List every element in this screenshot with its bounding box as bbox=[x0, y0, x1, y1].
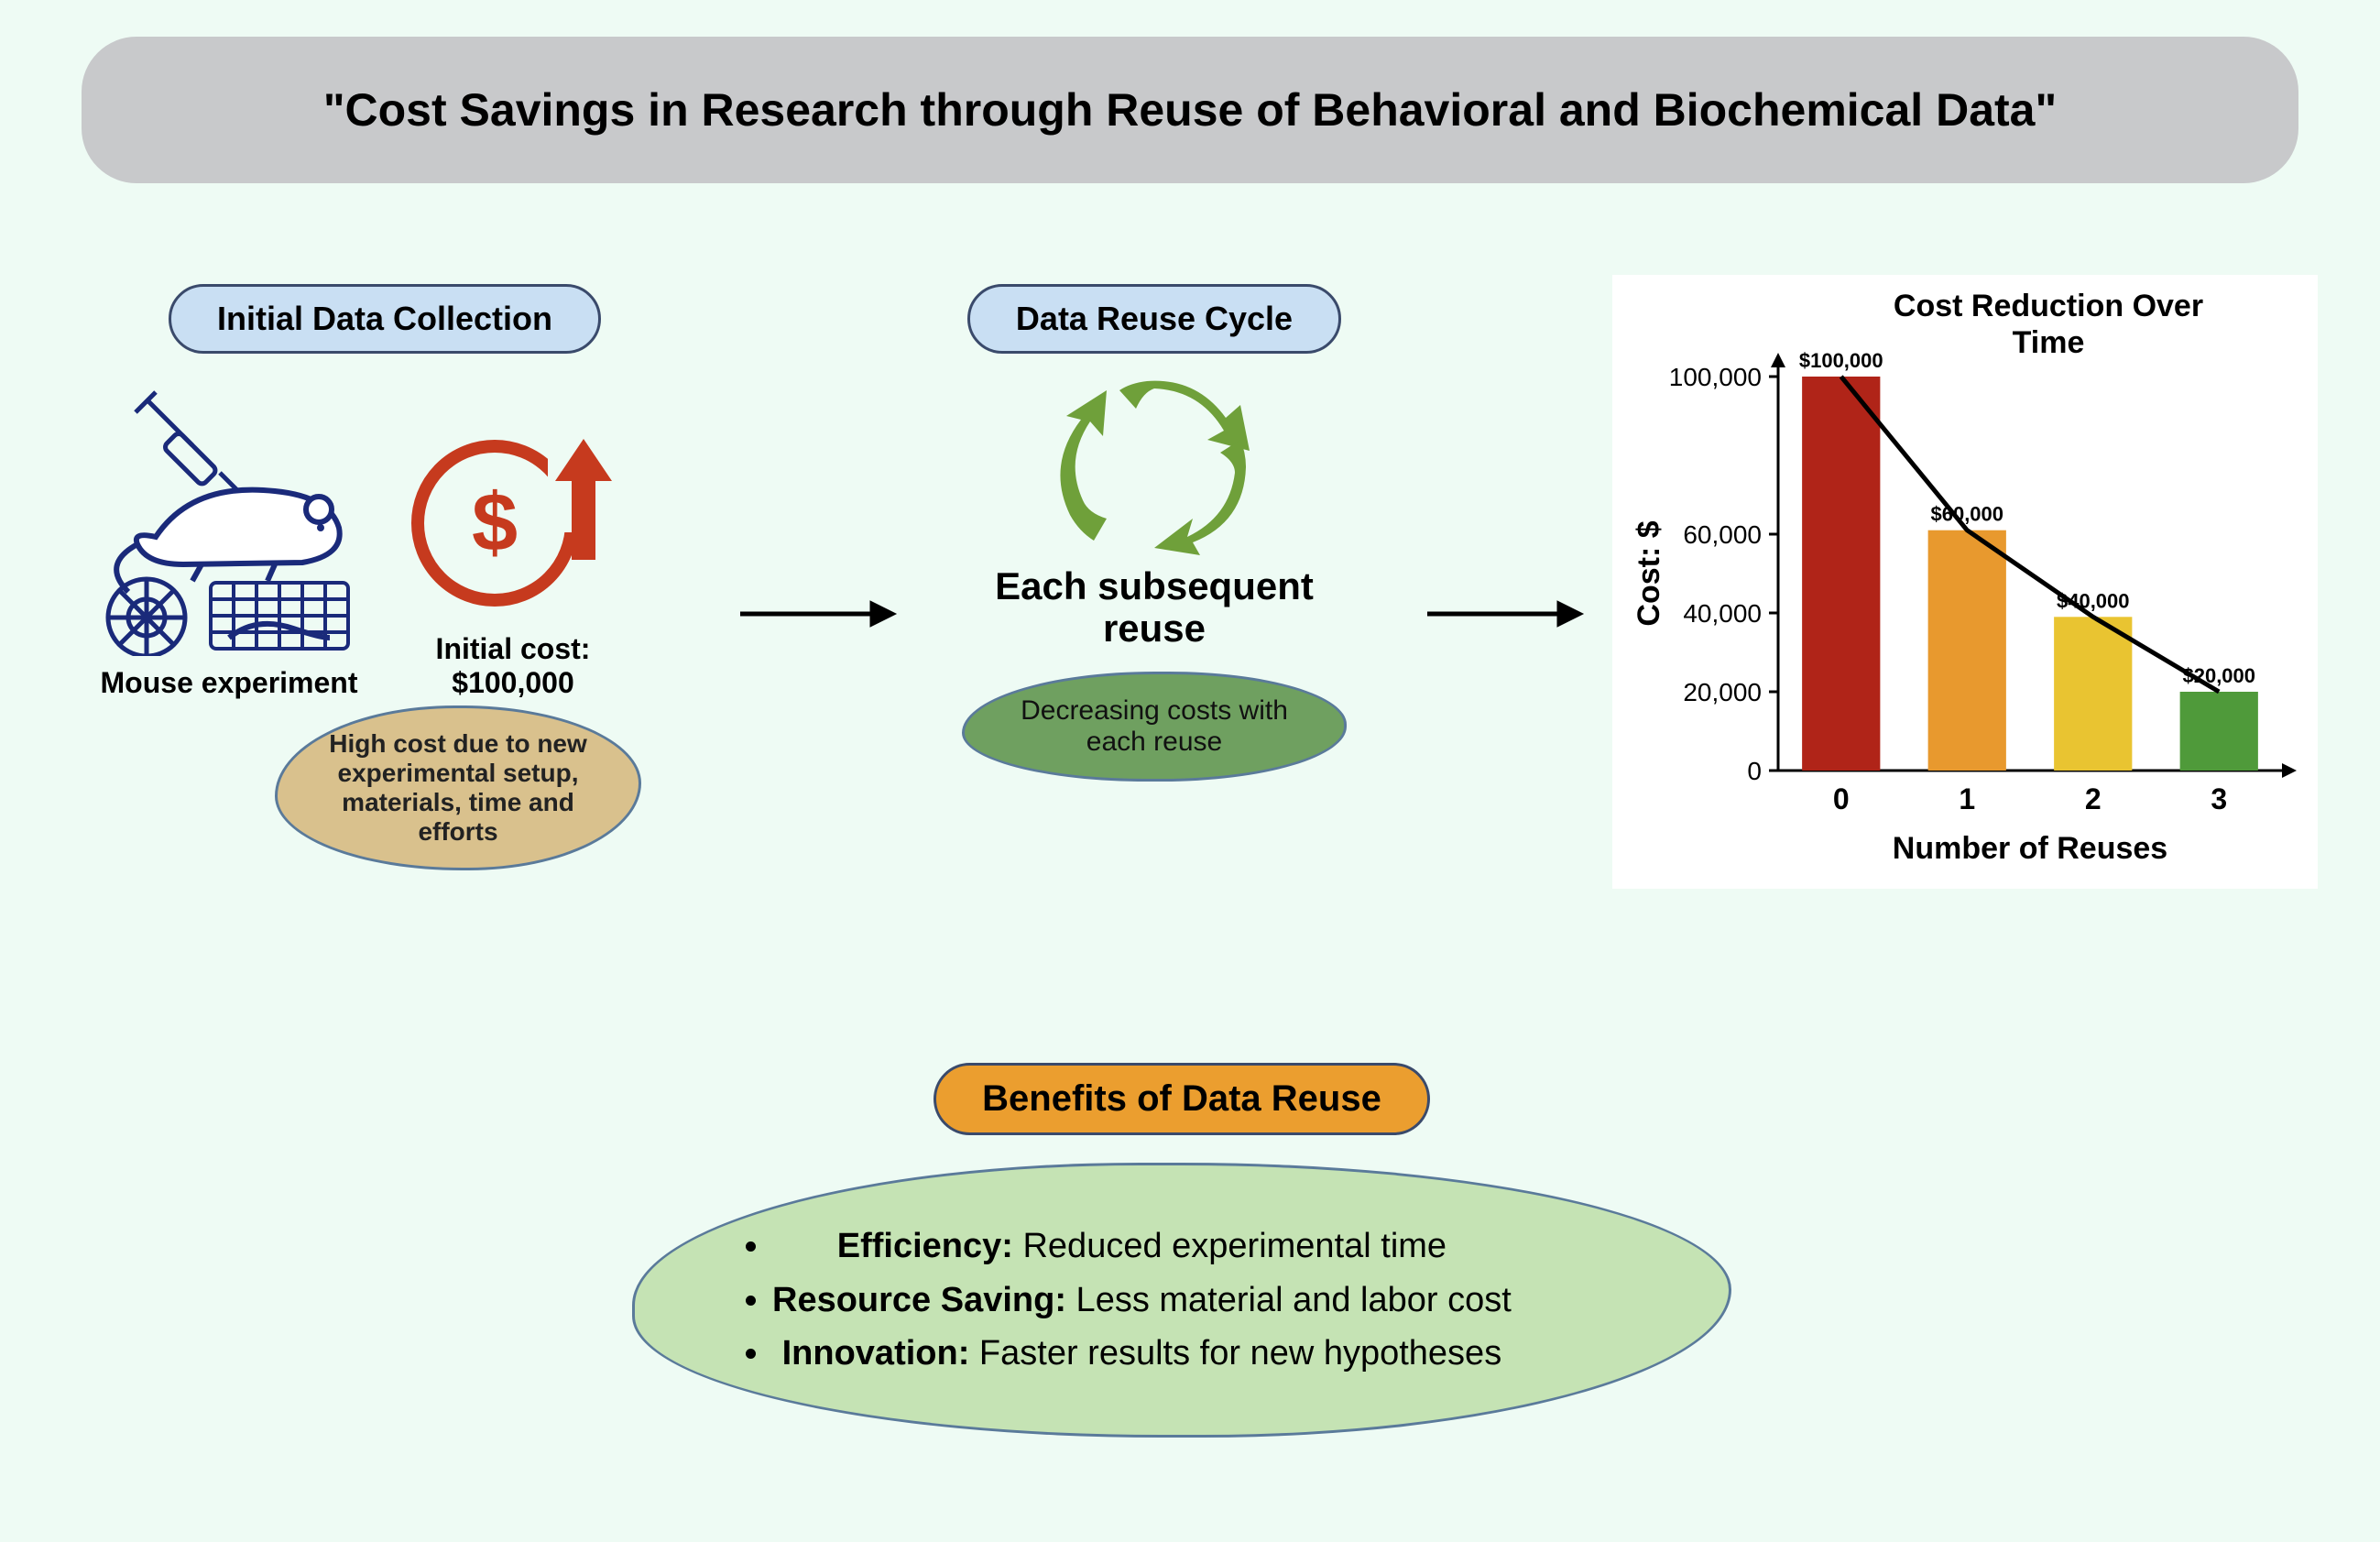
section-benefits: Benefits of Data Reuse Efficiency: Reduc… bbox=[586, 1063, 1777, 1438]
cost-chart-svg: Cost Reduction OverTime 0 20,000 40,000 60,0… bbox=[1613, 276, 2319, 890]
svg-text:1: 1 bbox=[1959, 782, 1975, 815]
svg-text:0: 0 bbox=[1833, 782, 1850, 815]
svg-text:$100,000: $100,000 bbox=[1799, 349, 1883, 372]
svg-text:20,000: 20,000 bbox=[1683, 678, 1762, 706]
benefits-list: Efficiency: Reduced experimental timeRes… bbox=[717, 1219, 1512, 1382]
initial-cost-label: Initial cost: bbox=[436, 632, 591, 665]
title-banner: "Cost Savings in Research through Reuse … bbox=[82, 37, 2298, 183]
svg-text:$: $ bbox=[472, 477, 518, 569]
svg-text:2: 2 bbox=[2085, 782, 2102, 815]
mouse-experiment-icon bbox=[92, 381, 366, 656]
pill-initial: Initial Data Collection bbox=[169, 284, 601, 354]
section-initial: Initial Data Collection bbox=[92, 284, 678, 700]
svg-text:40,000: 40,000 bbox=[1683, 599, 1762, 628]
cost-chart: Cost Reduction OverTime 0 20,000 40,000 60,0… bbox=[1612, 275, 2318, 889]
reuse-mid-line2: reuse bbox=[1103, 607, 1206, 650]
recycle-arrows-icon bbox=[1054, 372, 1255, 555]
arrow-right-2-icon bbox=[1420, 586, 1585, 641]
svg-text:Cost: $: Cost: $ bbox=[1632, 520, 1666, 626]
section-reuse: Data Reuse Cycle Each subsequent reuse D… bbox=[934, 284, 1374, 782]
svg-text:60,000: 60,000 bbox=[1683, 520, 1762, 549]
svg-text:Time: Time bbox=[2013, 325, 2085, 360]
cost-up-icon: $ bbox=[403, 422, 623, 624]
svg-text:Cost Reduction Over: Cost Reduction Over bbox=[1894, 289, 2203, 323]
pill-reuse-label: Data Reuse Cycle bbox=[1016, 300, 1293, 338]
initial-cost-value: $100,000 bbox=[452, 666, 573, 699]
svg-text:$60,000: $60,000 bbox=[1930, 503, 2003, 526]
benefits-item: Efficiency: Reduced experimental time bbox=[772, 1219, 1512, 1274]
benefits-item: Resource Saving: Less material and labor… bbox=[772, 1274, 1512, 1328]
reuse-blob: Decreasing costs with each reuse bbox=[962, 672, 1347, 782]
reuse-mid-line1: Each subsequent bbox=[995, 564, 1314, 607]
mouse-caption: Mouse experiment bbox=[92, 666, 366, 700]
benefits-blob: Efficiency: Reduced experimental timeRes… bbox=[632, 1163, 1731, 1438]
svg-text:Number of Reuses: Number of Reuses bbox=[1893, 831, 2167, 866]
benefits-item: Innovation: Faster results for new hypot… bbox=[772, 1327, 1512, 1381]
pill-reuse: Data Reuse Cycle bbox=[967, 284, 1341, 354]
reuse-blob-text: Decreasing costs with each reuse bbox=[992, 695, 1316, 758]
pill-benefits-label: Benefits of Data Reuse bbox=[982, 1078, 1381, 1120]
svg-text:0: 0 bbox=[1747, 757, 1762, 785]
svg-text:100,000: 100,000 bbox=[1669, 363, 1762, 391]
pill-benefits: Benefits of Data Reuse bbox=[933, 1063, 1430, 1135]
page-title: "Cost Savings in Research through Reuse … bbox=[323, 83, 2057, 137]
pill-initial-label: Initial Data Collection bbox=[217, 300, 552, 338]
initial-cost-blob: High cost due to new experimental setup,… bbox=[275, 705, 641, 870]
svg-text:3: 3 bbox=[2211, 782, 2227, 815]
arrow-right-1-icon bbox=[733, 586, 898, 641]
initial-blob-text: High cost due to new experimental setup,… bbox=[305, 729, 611, 847]
